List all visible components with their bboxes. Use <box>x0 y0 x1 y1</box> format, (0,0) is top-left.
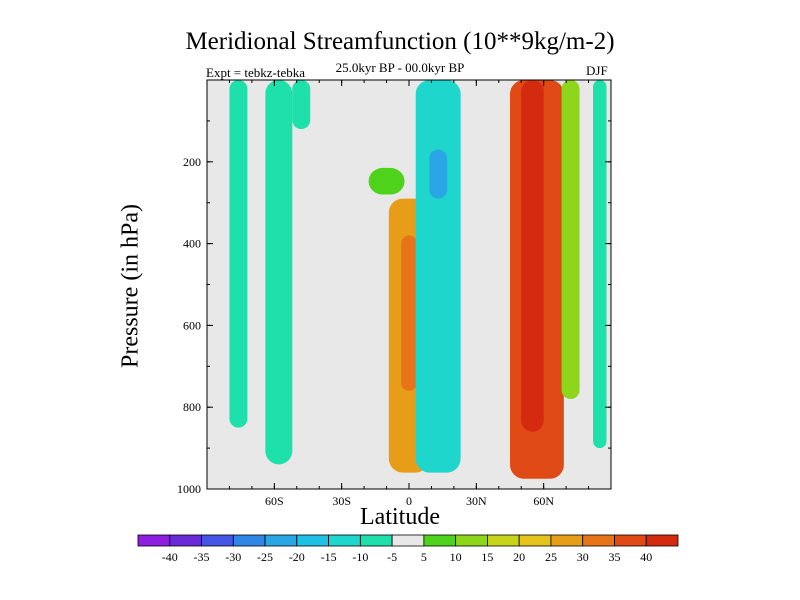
colorbar-swatch <box>169 534 202 547</box>
y-tick-label: 600 <box>183 318 201 332</box>
colorbar-swatch <box>232 534 266 547</box>
colorbar-label: 40 <box>640 550 652 564</box>
contour-nh-polar-band <box>593 80 607 449</box>
colorbar-swatch <box>296 534 329 547</box>
colorbar-label: -35 <box>194 550 210 564</box>
colorbar-swatch <box>614 534 647 547</box>
colorbar-label: 35 <box>608 550 620 564</box>
colorbar-swatch <box>328 534 361 547</box>
colorbar-label: -20 <box>289 550 305 564</box>
chart-title: Meridional Streamfunction (10**9kg/m-2) <box>185 28 615 55</box>
colorbar-swatch <box>359 534 393 547</box>
chart-subtitle: 25.0kyr BP - 00.0kyr BP <box>335 60 465 75</box>
colorbar-swatch <box>423 534 457 547</box>
y-tick-label: 1000 <box>177 482 201 496</box>
colorbar-label: -10 <box>352 550 368 564</box>
contour-nh-highlat-edge <box>561 80 580 400</box>
colorbar-swatch <box>391 534 425 547</box>
x-tick-label: 0 <box>406 494 412 508</box>
colorbar-swatch <box>645 534 679 547</box>
colorbar-label: -5 <box>387 550 397 564</box>
colorbar-label: -15 <box>321 550 337 564</box>
contour-nh-tropical-negative <box>415 80 461 473</box>
y-tick-label: 200 <box>183 155 201 169</box>
y-tick-label: 400 <box>183 237 201 251</box>
contour-sh-midlat-cell <box>292 80 311 130</box>
x-tick-label: 60N <box>533 494 554 508</box>
season-label: DJF <box>586 63 608 78</box>
colorbar-label: -40 <box>162 550 178 564</box>
colorbar-label: 25 <box>545 550 557 564</box>
contour-nh-midlat-positive-core <box>521 80 544 432</box>
colorbar-label: 10 <box>450 550 462 564</box>
colorbar-label: 5 <box>421 550 427 564</box>
contour-sh-polar-band <box>229 80 248 428</box>
contour-sh-subpolar-band <box>265 80 293 465</box>
y-tick-label: 800 <box>183 400 201 414</box>
colorbar-label: 20 <box>513 550 525 564</box>
contour-nh-tropical-negative-core <box>429 149 448 199</box>
colorbar-swatch <box>201 534 234 547</box>
contour-tropical-positive-core <box>401 235 417 391</box>
colorbar-label: 15 <box>481 550 493 564</box>
colorbar-swatch <box>582 534 615 547</box>
colorbar-label: -25 <box>257 550 273 564</box>
colorbar-swatch <box>455 534 488 547</box>
contour-tropical-upper-band <box>368 167 405 195</box>
colorbar-swatch <box>487 534 520 547</box>
x-tick-label: 60S <box>265 494 284 508</box>
colorbar-swatch <box>137 534 171 547</box>
colorbar-label: -30 <box>225 550 241 564</box>
colorbar-swatch <box>264 534 298 547</box>
x-axis-label: Latitude <box>360 504 440 530</box>
colorbar-label: 30 <box>577 550 589 564</box>
x-tick-label: 30N <box>466 494 487 508</box>
x-tick-label: 30S <box>332 494 351 508</box>
experiment-label: Expt = tebkz-tebka <box>206 65 306 80</box>
colorbar-swatch <box>550 534 584 547</box>
colorbar-swatch <box>518 534 552 547</box>
